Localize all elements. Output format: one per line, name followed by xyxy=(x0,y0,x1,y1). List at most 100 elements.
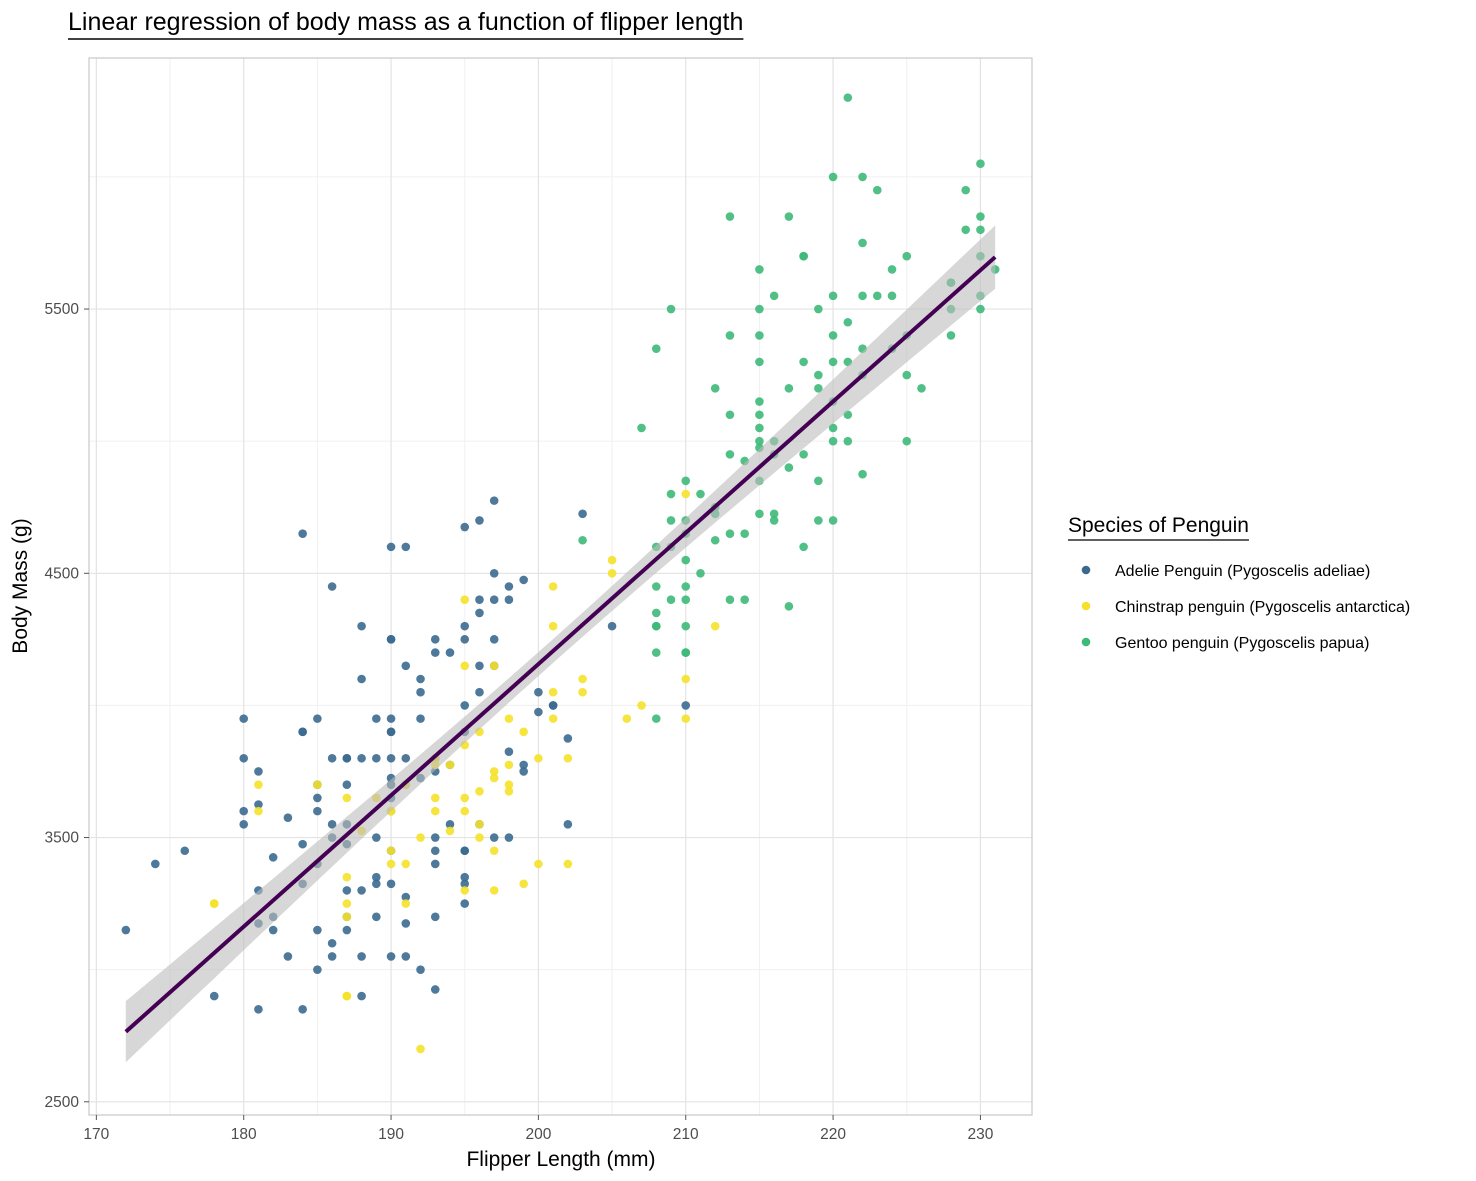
data-point xyxy=(386,846,396,856)
data-point xyxy=(489,773,499,783)
data-point xyxy=(725,595,735,605)
data-point xyxy=(121,925,131,935)
data-point xyxy=(548,701,558,710)
data-point xyxy=(489,595,499,605)
data-point xyxy=(755,304,764,314)
data-point xyxy=(430,912,440,922)
data-point xyxy=(342,780,352,789)
data-point xyxy=(534,753,543,763)
data-point xyxy=(858,469,867,479)
data-point xyxy=(534,707,543,717)
data-point xyxy=(696,568,705,578)
data-point xyxy=(740,529,749,538)
data-point xyxy=(858,291,867,301)
data-point xyxy=(489,846,499,856)
data-point xyxy=(430,806,440,816)
data-point xyxy=(298,529,307,538)
data-point xyxy=(828,291,838,301)
data-point xyxy=(475,786,484,796)
data-point xyxy=(843,317,853,327)
data-point xyxy=(401,952,411,961)
data-point xyxy=(430,793,440,803)
data-point xyxy=(548,714,558,723)
data-point xyxy=(416,1044,425,1054)
data-point xyxy=(151,859,160,869)
data-point xyxy=(887,265,897,274)
data-point xyxy=(755,436,764,446)
data-point xyxy=(460,635,470,644)
data-point xyxy=(666,516,676,525)
data-point xyxy=(607,568,617,578)
data-point xyxy=(504,714,514,723)
data-point xyxy=(534,687,543,697)
x-tick-label: 220 xyxy=(820,1126,846,1143)
plot-panel: 170 180 190 200 210 220 230 2500 3500 4500 5500 xyxy=(45,57,1033,1143)
data-point xyxy=(416,714,425,723)
data-point xyxy=(858,238,867,248)
data-point xyxy=(651,582,661,591)
data-point xyxy=(976,159,985,168)
data-point xyxy=(814,384,823,393)
data-point xyxy=(342,753,352,763)
data-point xyxy=(342,899,352,908)
y-tick-label: 5500 xyxy=(45,301,80,318)
data-point xyxy=(372,872,381,882)
data-point xyxy=(313,925,322,935)
data-point xyxy=(519,767,528,776)
data-point xyxy=(858,172,867,182)
data-point xyxy=(681,701,691,710)
data-point xyxy=(342,872,352,882)
data-point xyxy=(681,674,691,684)
data-point xyxy=(843,93,853,102)
data-point xyxy=(254,780,263,789)
data-point xyxy=(416,674,425,684)
y-axis-title: Body Mass (g) xyxy=(9,518,32,653)
legend-title: Species of Penguin xyxy=(1068,514,1249,537)
data-point xyxy=(755,410,764,420)
data-point xyxy=(843,436,853,446)
data-point xyxy=(755,357,764,367)
data-point xyxy=(681,489,691,499)
data-point xyxy=(814,516,823,525)
data-point xyxy=(563,820,573,829)
data-point xyxy=(976,225,985,235)
data-point xyxy=(386,753,396,763)
data-point xyxy=(519,575,528,585)
data-point xyxy=(681,476,691,486)
data-point xyxy=(799,542,808,552)
data-point xyxy=(489,496,499,505)
data-point xyxy=(386,859,396,869)
data-point xyxy=(460,872,470,882)
data-point xyxy=(357,991,366,1001)
data-point xyxy=(504,760,514,770)
legend-key-dot xyxy=(1081,601,1091,611)
data-point xyxy=(460,701,470,710)
data-point xyxy=(902,251,912,261)
data-point xyxy=(519,760,528,770)
data-point xyxy=(313,806,322,816)
data-point xyxy=(651,714,661,723)
data-point xyxy=(504,780,514,789)
data-point xyxy=(725,212,735,221)
data-point xyxy=(489,833,499,842)
data-point xyxy=(327,952,337,961)
data-point xyxy=(784,602,794,611)
data-point xyxy=(401,899,411,908)
x-tick-label: 210 xyxy=(673,1126,699,1143)
data-point xyxy=(445,760,455,770)
data-point xyxy=(799,251,808,261)
data-point xyxy=(976,304,985,314)
data-point xyxy=(239,806,249,816)
data-point xyxy=(578,687,587,697)
data-point xyxy=(872,291,882,301)
data-point xyxy=(401,542,411,552)
data-point xyxy=(578,535,587,545)
data-point xyxy=(401,661,411,671)
data-point xyxy=(357,674,366,684)
data-point xyxy=(519,879,528,889)
y-tick-label: 2500 xyxy=(45,1094,80,1111)
data-point xyxy=(475,820,484,829)
data-point xyxy=(725,529,735,538)
data-point xyxy=(755,509,764,519)
